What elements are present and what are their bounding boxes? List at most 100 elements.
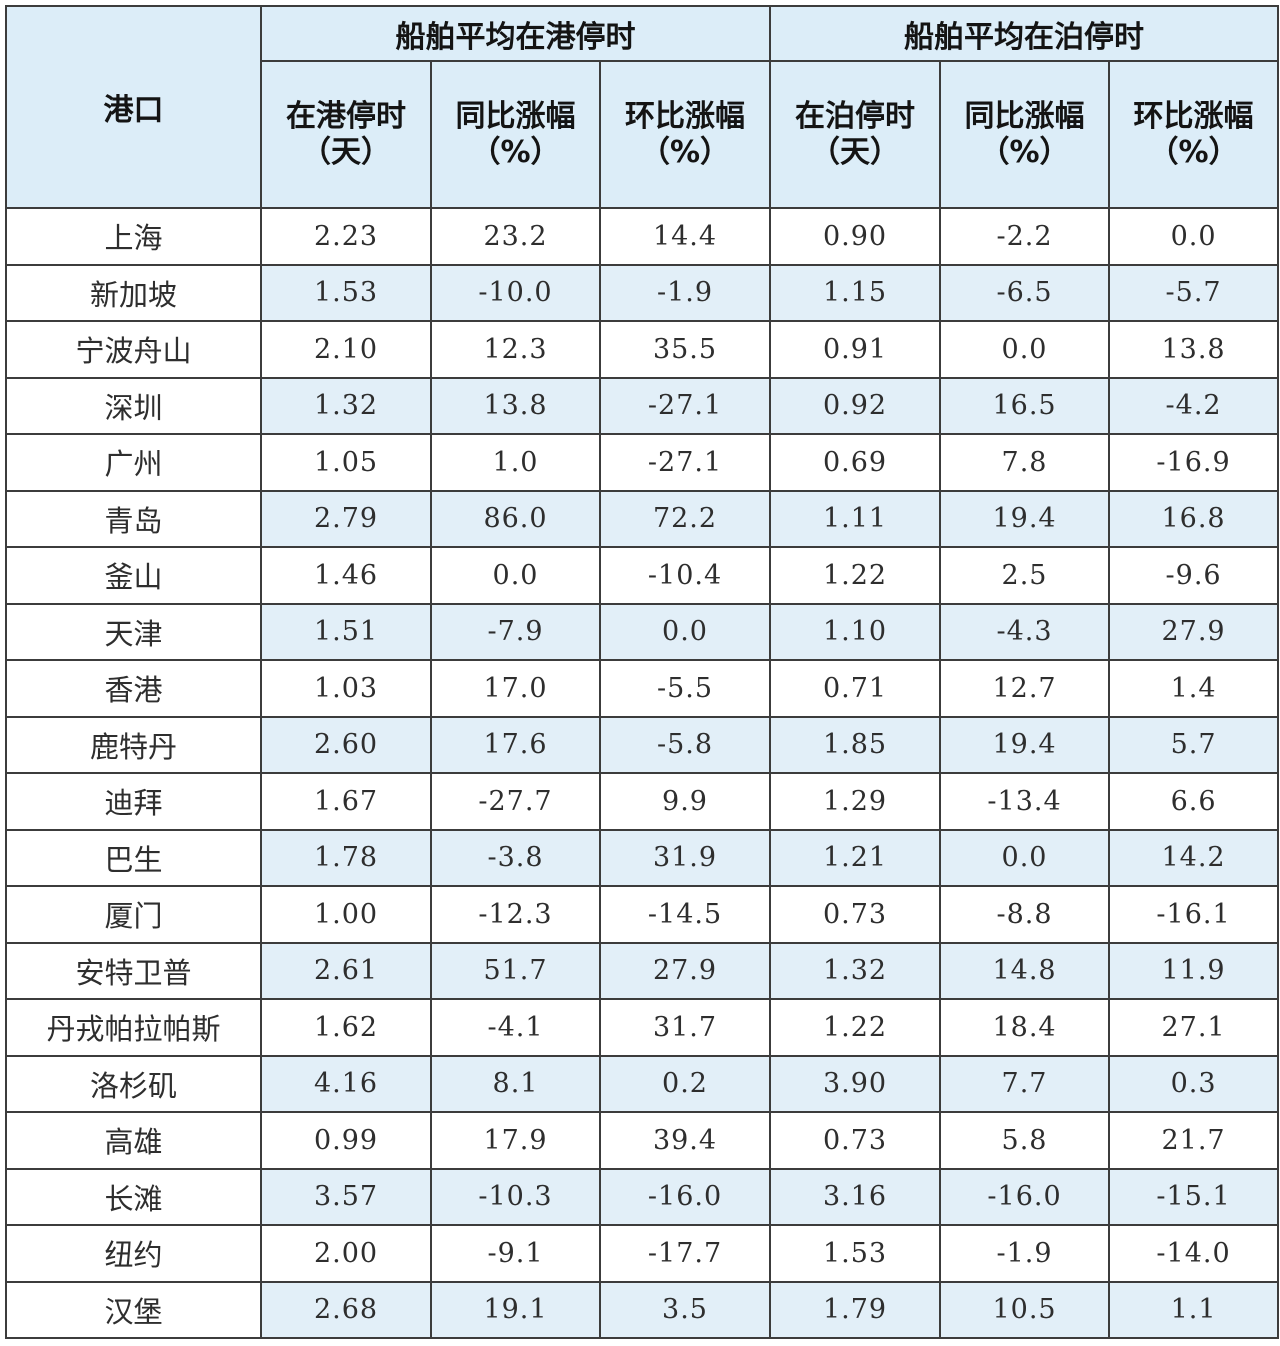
- port-stay-days-cell: 0.99: [260, 1111, 432, 1170]
- port-stay-days-cell: 1.32: [260, 376, 432, 435]
- berth-stay-yoy-cell: 5.8: [939, 1111, 1111, 1170]
- header-line2: （%）: [1148, 134, 1239, 170]
- port-stay-yoy-cell: 0.0: [430, 546, 601, 605]
- berth-stay-days-cell: 0.90: [769, 207, 942, 266]
- port-name-cell: 青岛: [5, 489, 262, 548]
- table-row: 巴生 1.78 -3.8 31.9 1.21 0.0 14.2: [5, 828, 1280, 887]
- port-stay-yoy-cell: 13.8: [430, 376, 601, 435]
- berth-stay-mom-cell: 27.1: [1108, 998, 1280, 1057]
- port-name-cell: 宁波舟山: [5, 320, 262, 379]
- port-column-header: 港口: [5, 5, 262, 209]
- berth-stay-days-cell: 1.15: [769, 263, 942, 322]
- berth-stay-mom-header: 环比涨幅 （%）: [1108, 60, 1280, 209]
- table-row: 釜山 1.46 0.0 -10.4 1.22 2.5 -9.6: [5, 546, 1280, 605]
- port-name-cell: 广州: [5, 433, 262, 492]
- port-stay-days-cell: 1.03: [260, 659, 432, 718]
- berth-stay-days-cell: 1.32: [769, 941, 942, 1000]
- berth-stay-yoy-cell: 10.5: [939, 1280, 1111, 1339]
- berth-stay-yoy-header: 同比涨幅 （%）: [939, 60, 1111, 209]
- port-stay-days-cell: 4.16: [260, 1054, 432, 1113]
- port-stay-mom-cell: 31.9: [598, 828, 772, 887]
- port-stay-days-cell: 2.23: [260, 207, 432, 266]
- port-name-cell: 洛杉矶: [5, 1054, 262, 1113]
- berth-stay-yoy-cell: 0.0: [939, 320, 1111, 379]
- table-row: 丹戎帕拉帕斯 1.62 -4.1 31.7 1.22 18.4 27.1: [5, 998, 1280, 1057]
- port-name-cell: 高雄: [5, 1111, 262, 1170]
- berth-stay-mom-cell: -14.0: [1108, 1224, 1280, 1283]
- berth-stay-mom-cell: 21.7: [1108, 1111, 1280, 1170]
- table-row: 深圳 1.32 13.8 -27.1 0.92 16.5 -4.2: [5, 376, 1280, 435]
- port-stay-days-cell: 1.78: [260, 828, 432, 887]
- berth-stay-days-cell: 1.21: [769, 828, 942, 887]
- port-name-cell: 纽约: [5, 1224, 262, 1283]
- berth-stay-days-cell: 0.73: [769, 885, 942, 944]
- port-stay-yoy-cell: 17.0: [430, 659, 601, 718]
- port-stay-yoy-cell: 86.0: [430, 489, 601, 548]
- port-stay-yoy-cell: 12.3: [430, 320, 601, 379]
- port-stay-mom-cell: -1.9: [598, 263, 772, 322]
- port-stay-mom-cell: -14.5: [598, 885, 772, 944]
- berth-stay-yoy-cell: -1.9: [939, 1224, 1111, 1283]
- port-name-cell: 新加坡: [5, 263, 262, 322]
- port-stay-mom-cell: 72.2: [598, 489, 772, 548]
- table-header: 港口 船舶平均在港停时 船舶平均在泊停时 在港停时 （天） 同比涨幅 （%） 环…: [5, 5, 1280, 209]
- port-stay-mom-cell: -5.5: [598, 659, 772, 718]
- table-row: 长滩 3.57 -10.3 -16.0 3.16 -16.0 -15.1: [5, 1167, 1280, 1226]
- berth-stay-yoy-cell: 7.7: [939, 1054, 1111, 1113]
- table-row: 新加坡 1.53 -10.0 -1.9 1.15 -6.5 -5.7: [5, 263, 1280, 322]
- port-stay-days-cell: 2.61: [260, 941, 432, 1000]
- berth-stay-yoy-cell: 18.4: [939, 998, 1111, 1057]
- berth-stay-days-cell: 1.85: [769, 715, 942, 774]
- berth-stay-days-cell: 1.11: [769, 489, 942, 548]
- port-stay-table: 港口 船舶平均在港停时 船舶平均在泊停时 在港停时 （天） 同比涨幅 （%） 环…: [5, 5, 1280, 1339]
- berth-stay-mom-cell: 0.0: [1108, 207, 1280, 266]
- port-stay-mom-cell: -27.1: [598, 376, 772, 435]
- table-row: 香港 1.03 17.0 -5.5 0.71 12.7 1.4: [5, 659, 1280, 718]
- header-row-columns: 在港停时 （天） 同比涨幅 （%） 环比涨幅 （%） 在泊停时 （天） 同比涨幅…: [6, 60, 1280, 209]
- port-stay-mom-cell: -16.0: [598, 1167, 772, 1226]
- port-stay-days-cell: 1.62: [260, 998, 432, 1057]
- port-stay-yoy-cell: 8.1: [430, 1054, 601, 1113]
- port-stay-yoy-cell: -10.3: [430, 1167, 601, 1226]
- berth-stay-yoy-cell: 2.5: [939, 546, 1111, 605]
- berth-stay-mom-cell: 1.1: [1108, 1280, 1280, 1339]
- berth-stay-yoy-cell: -16.0: [939, 1167, 1111, 1226]
- berth-stay-yoy-cell: 12.7: [939, 659, 1111, 718]
- port-stay-yoy-cell: -9.1: [430, 1224, 601, 1283]
- berth-stay-days-header: 在泊停时 （天）: [769, 60, 942, 209]
- table-row: 鹿特丹 2.60 17.6 -5.8 1.85 19.4 5.7: [5, 715, 1280, 774]
- table-row: 洛杉矶 4.16 8.1 0.2 3.90 7.7 0.3: [5, 1054, 1280, 1113]
- port-stay-days-cell: 2.60: [260, 715, 432, 774]
- berth-stay-days-cell: 0.92: [769, 376, 942, 435]
- berth-stay-days-cell: 1.22: [769, 998, 942, 1057]
- port-stay-days-header: 在港停时 （天）: [260, 60, 432, 209]
- header-row-groups: 港口 船舶平均在港停时 船舶平均在泊停时: [5, 5, 1280, 209]
- port-name-cell: 上海: [5, 207, 262, 266]
- berth-stay-days-cell: 1.29: [769, 772, 942, 831]
- berth-stay-days-cell: 0.71: [769, 659, 942, 718]
- port-stay-mom-cell: 39.4: [598, 1111, 772, 1170]
- berth-stay-yoy-cell: -2.2: [939, 207, 1111, 266]
- port-stay-yoy-cell: 1.0: [430, 433, 601, 492]
- header-line1: 同比涨幅: [964, 98, 1085, 134]
- port-stay-mom-cell: 35.5: [598, 320, 772, 379]
- berth-stay-yoy-cell: -13.4: [939, 772, 1111, 831]
- port-name-cell: 鹿特丹: [5, 715, 262, 774]
- port-stay-yoy-cell: 51.7: [430, 941, 601, 1000]
- port-name-cell: 釜山: [5, 546, 262, 605]
- port-name-cell: 深圳: [5, 376, 262, 435]
- header-line2: （天）: [810, 134, 901, 170]
- port-stay-yoy-cell: -10.0: [430, 263, 601, 322]
- berth-stay-days-cell: 1.79: [769, 1280, 942, 1339]
- berth-stay-days-cell: 1.10: [769, 602, 942, 661]
- header-line1: 环比涨幅: [625, 98, 746, 134]
- port-stay-yoy-cell: -4.1: [430, 998, 601, 1057]
- table-body: 上海 2.23 23.2 14.4 0.90 -2.2 0.0 新加坡 1.53 -10.0 -1.…: [5, 207, 1280, 1339]
- berth-stay-mom-cell: 16.8: [1108, 489, 1280, 548]
- port-stay-yoy-header: 同比涨幅 （%）: [430, 60, 601, 209]
- port-stay-days-cell: 2.79: [260, 489, 432, 548]
- berth-stay-mom-cell: 27.9: [1108, 602, 1280, 661]
- port-stay-days-cell: 1.00: [260, 885, 432, 944]
- header-line1: 同比涨幅: [455, 98, 576, 134]
- header-line1: 环比涨幅: [1133, 98, 1254, 134]
